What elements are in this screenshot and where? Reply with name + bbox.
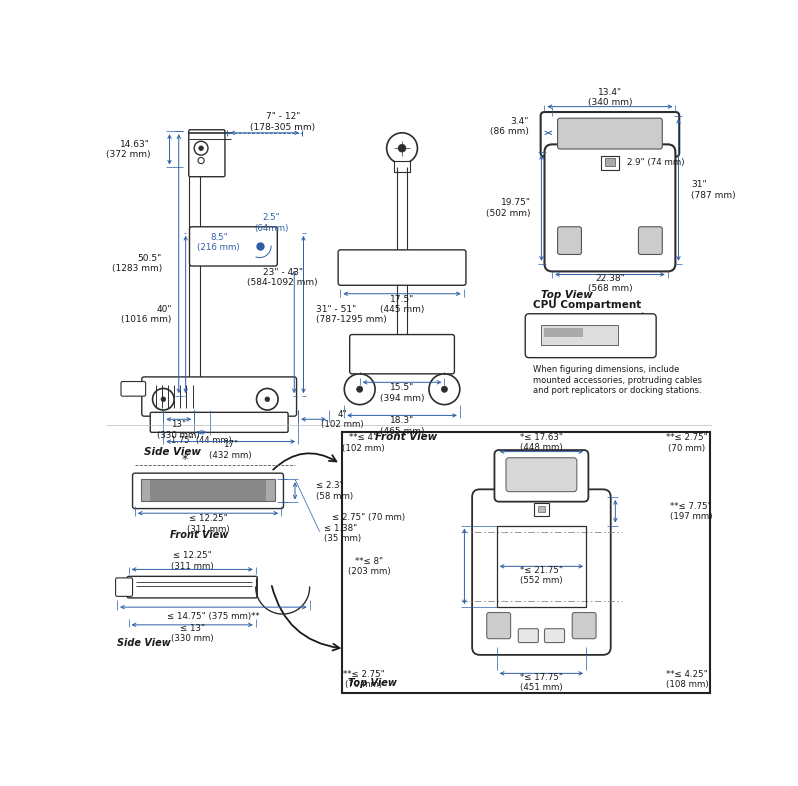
Circle shape xyxy=(441,386,448,392)
Bar xyxy=(538,505,545,512)
Text: 4"
(102 mm): 4" (102 mm) xyxy=(322,410,364,429)
FancyBboxPatch shape xyxy=(472,490,610,655)
Text: 2.9" (74 mm): 2.9" (74 mm) xyxy=(627,158,685,167)
Text: 8.5"
(216 mm): 8.5" (216 mm) xyxy=(197,233,240,252)
FancyArrowPatch shape xyxy=(591,314,642,333)
Circle shape xyxy=(161,397,166,402)
Text: ≤ 2.75" (70 mm): ≤ 2.75" (70 mm) xyxy=(333,513,405,523)
FancyBboxPatch shape xyxy=(338,250,466,285)
Text: **≤ 7.75"
(197 mm): **≤ 7.75" (197 mm) xyxy=(670,501,712,521)
FancyBboxPatch shape xyxy=(572,612,596,639)
Text: ≤ 12.25"
(311 mm): ≤ 12.25" (311 mm) xyxy=(171,551,214,571)
Text: ≤ 4" (102 mm): ≤ 4" (102 mm) xyxy=(172,487,245,496)
Bar xyxy=(409,257,440,278)
Text: ≤ 1.38"
(35 mm): ≤ 1.38" (35 mm) xyxy=(323,523,361,543)
Text: **≤ 4"
(102 mm): **≤ 4" (102 mm) xyxy=(342,433,385,453)
Text: Side View: Side View xyxy=(117,637,171,648)
FancyBboxPatch shape xyxy=(506,457,577,491)
Bar xyxy=(342,432,710,693)
Text: **≤ 8"
(203 mm): **≤ 8" (203 mm) xyxy=(348,556,390,576)
Text: 19.75"
(502 mm): 19.75" (502 mm) xyxy=(486,198,531,218)
Text: Front View: Front View xyxy=(169,530,228,540)
Bar xyxy=(601,156,619,170)
Circle shape xyxy=(265,397,270,402)
Text: 50.5"
(1283 mm): 50.5" (1283 mm) xyxy=(112,254,162,274)
FancyBboxPatch shape xyxy=(544,145,675,271)
Text: 14.63"
(372 mm): 14.63" (372 mm) xyxy=(106,140,150,159)
Text: 3.4"
(86 mm): 3.4" (86 mm) xyxy=(490,117,529,136)
FancyBboxPatch shape xyxy=(558,118,662,149)
FancyBboxPatch shape xyxy=(358,254,446,281)
Text: 2.5"
(64mm): 2.5" (64mm) xyxy=(254,213,288,233)
FancyBboxPatch shape xyxy=(132,473,283,509)
Text: 22.38"
(568 mm): 22.38" (568 mm) xyxy=(587,274,632,293)
FancyBboxPatch shape xyxy=(487,612,511,639)
Bar xyxy=(496,526,586,607)
Text: Side View: Side View xyxy=(144,447,201,457)
Bar xyxy=(544,328,583,337)
Bar xyxy=(541,325,618,344)
Text: ≤ 2.3"
(58 mm): ≤ 2.3" (58 mm) xyxy=(316,481,353,501)
Text: **≤ 2.75"
(70 mm): **≤ 2.75" (70 mm) xyxy=(342,670,385,689)
FancyBboxPatch shape xyxy=(541,112,679,156)
FancyBboxPatch shape xyxy=(544,629,564,643)
Text: *≤ 21.75"
(552 mm): *≤ 21.75" (552 mm) xyxy=(520,566,563,586)
Text: ≤ 14.75" (375 mm)**: ≤ 14.75" (375 mm)** xyxy=(167,612,259,621)
FancyBboxPatch shape xyxy=(519,629,539,643)
Text: 31" - 51"
(787-1295 mm): 31" - 51" (787-1295 mm) xyxy=(316,305,386,325)
FancyBboxPatch shape xyxy=(189,130,225,177)
Text: ≤ 12.25"
(311 mm): ≤ 12.25" (311 mm) xyxy=(187,514,229,534)
Text: Front View: Front View xyxy=(375,432,437,442)
Text: Top View: Top View xyxy=(348,678,397,688)
FancyBboxPatch shape xyxy=(127,576,257,598)
Text: 1.75" (44 mm): 1.75" (44 mm) xyxy=(172,435,232,445)
FancyBboxPatch shape xyxy=(495,450,588,501)
FancyBboxPatch shape xyxy=(142,377,297,416)
FancyBboxPatch shape xyxy=(558,226,582,255)
Text: *: * xyxy=(182,453,188,466)
FancyBboxPatch shape xyxy=(116,578,132,597)
Circle shape xyxy=(398,145,406,152)
Text: ≤ 13"
(330 mm): ≤ 13" (330 mm) xyxy=(171,623,214,643)
Text: 15.5"
(394 mm): 15.5" (394 mm) xyxy=(380,384,425,402)
Text: *≤ 17.75"
(451 mm): *≤ 17.75" (451 mm) xyxy=(520,673,563,692)
Bar xyxy=(150,479,266,501)
Bar xyxy=(534,503,549,516)
Text: *≤ 17.63"
(448 mm): *≤ 17.63" (448 mm) xyxy=(520,432,563,452)
FancyBboxPatch shape xyxy=(121,381,145,396)
Bar xyxy=(394,161,409,172)
Text: When figuring dimensions, include
mounted accessories, protruding cables
and por: When figuring dimensions, include mounte… xyxy=(533,365,702,395)
Text: 18.3"
(465 mm): 18.3" (465 mm) xyxy=(380,417,425,436)
Text: 31"
(787 mm): 31" (787 mm) xyxy=(691,180,736,200)
FancyBboxPatch shape xyxy=(525,314,656,358)
Bar xyxy=(606,158,614,166)
Bar xyxy=(364,257,394,278)
Text: 23" - 43"
(584-1092 mm): 23" - 43" (584-1092 mm) xyxy=(247,268,318,287)
Text: 40"
(1016 mm): 40" (1016 mm) xyxy=(121,305,172,325)
Bar xyxy=(141,479,275,501)
Text: Top View: Top View xyxy=(541,289,593,299)
Circle shape xyxy=(357,386,363,392)
Text: **≤ 2.75"
(70 mm): **≤ 2.75" (70 mm) xyxy=(666,433,708,453)
FancyBboxPatch shape xyxy=(150,413,288,432)
Bar xyxy=(141,479,275,501)
FancyBboxPatch shape xyxy=(350,335,454,374)
FancyBboxPatch shape xyxy=(189,226,277,266)
Circle shape xyxy=(199,146,203,151)
FancyBboxPatch shape xyxy=(638,226,662,255)
Text: 13"
(330 mm): 13" (330 mm) xyxy=(157,421,200,439)
Text: CPU Compartment: CPU Compartment xyxy=(533,299,642,310)
Text: 7" - 12"
(178-305 mm): 7" - 12" (178-305 mm) xyxy=(250,112,315,132)
Text: 17"
(432 mm): 17" (432 mm) xyxy=(209,440,251,460)
Text: 13.4"
(340 mm): 13.4" (340 mm) xyxy=(587,88,632,107)
FancyArrowPatch shape xyxy=(273,454,336,470)
FancyArrowPatch shape xyxy=(272,586,339,651)
Text: 17.5"
(445 mm): 17.5" (445 mm) xyxy=(380,295,425,314)
Text: **≤ 4.25"
(108 mm): **≤ 4.25" (108 mm) xyxy=(666,670,709,689)
